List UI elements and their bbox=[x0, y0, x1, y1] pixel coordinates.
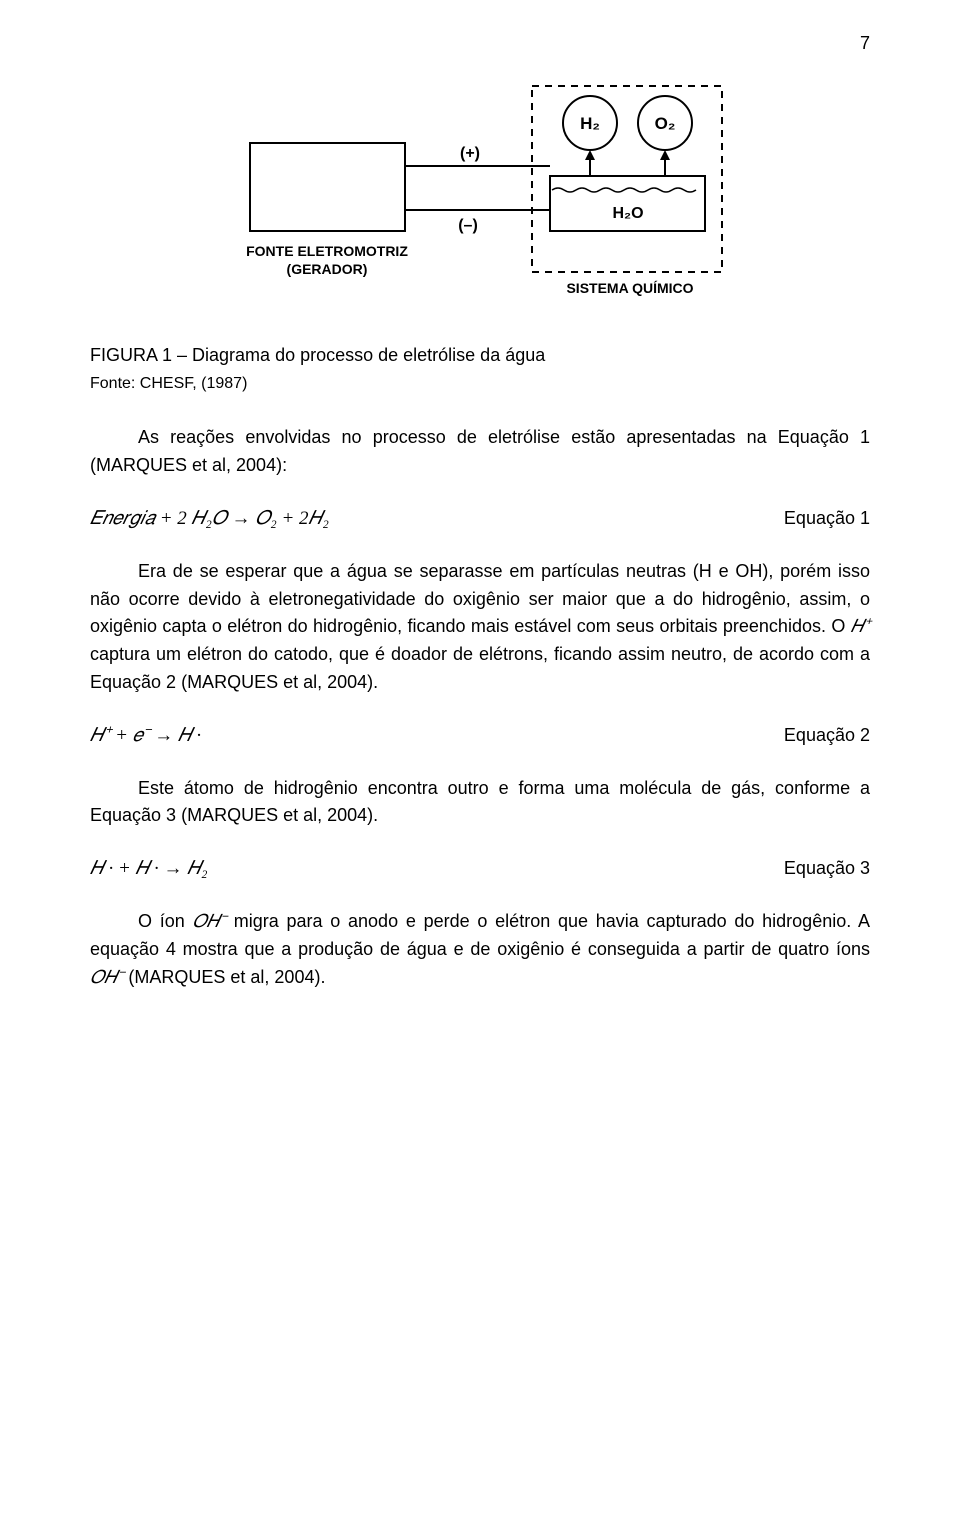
generator-label-1: FONTE ELETROMOTRIZ bbox=[246, 243, 408, 259]
para2-b: captura um elétron do catodo, que é doad… bbox=[90, 644, 870, 692]
para2-hplus: 𝐻⁺ bbox=[851, 616, 870, 636]
figure-source: Fonte: CHESF, (1987) bbox=[90, 372, 870, 397]
eq3-label: Equação 3 bbox=[784, 855, 870, 883]
para2-a: Era de se esperar que a água se separass… bbox=[90, 561, 870, 637]
eq1-expr: 𝐸𝑛𝑒𝑟𝑔𝑖𝑎 + 2 𝐻₂𝑂 → 𝑂₂ + 2𝐻₂ bbox=[90, 504, 329, 533]
h2-gauge-label: H₂ bbox=[580, 114, 600, 133]
para3-text: Este átomo de hidrogênio encontra outro … bbox=[90, 778, 870, 826]
para4-a: O íon bbox=[138, 911, 193, 931]
eq2-expr: 𝐻⁺ + 𝑒⁻ → 𝐻 · bbox=[90, 721, 201, 750]
paragraph-2: Era de se esperar que a água se separass… bbox=[90, 558, 870, 697]
minus-label: (–) bbox=[458, 217, 478, 234]
electrolysis-diagram: (+) (–) FONTE ELETROMOTRIZ (GERADOR) H₂O… bbox=[90, 78, 870, 312]
eq2-label: Equação 2 bbox=[784, 722, 870, 750]
para1-text: As reações envolvidas no processo de ele… bbox=[90, 427, 870, 475]
para4-oh1: 𝑂𝐻⁻ bbox=[193, 911, 226, 931]
equation-3: 𝐻 · + 𝐻 · → 𝐻₂ Equação 3 bbox=[90, 854, 870, 883]
plus-label: (+) bbox=[460, 145, 480, 162]
eq1-label: Equação 1 bbox=[784, 505, 870, 533]
paragraph-1: As reações envolvidas no processo de ele… bbox=[90, 424, 870, 480]
figure-title: FIGURA 1 – Diagrama do processo de eletr… bbox=[90, 342, 870, 370]
equation-1: 𝐸𝑛𝑒𝑟𝑔𝑖𝑎 + 2 𝐻₂𝑂 → 𝑂₂ + 2𝐻₂ Equação 1 bbox=[90, 504, 870, 533]
equation-2: 𝐻⁺ + 𝑒⁻ → 𝐻 · Equação 2 bbox=[90, 721, 870, 750]
generator-label-2: (GERADOR) bbox=[287, 261, 368, 277]
page-number: 7 bbox=[90, 30, 870, 58]
h2o-label: H₂O bbox=[612, 205, 643, 222]
para4-oh2: 𝑂𝐻⁻ bbox=[90, 967, 123, 987]
system-label: SISTEMA QUÍMICO bbox=[566, 280, 693, 296]
eq3-expr: 𝐻 · + 𝐻 · → 𝐻₂ bbox=[90, 854, 208, 883]
paragraph-3: Este átomo de hidrogênio encontra outro … bbox=[90, 775, 870, 831]
o2-gauge-label: O₂ bbox=[655, 114, 676, 133]
para4-c: (MARQUES et al, 2004). bbox=[123, 967, 325, 987]
paragraph-4: O íon 𝑂𝐻⁻ migra para o anodo e perde o e… bbox=[90, 908, 870, 992]
